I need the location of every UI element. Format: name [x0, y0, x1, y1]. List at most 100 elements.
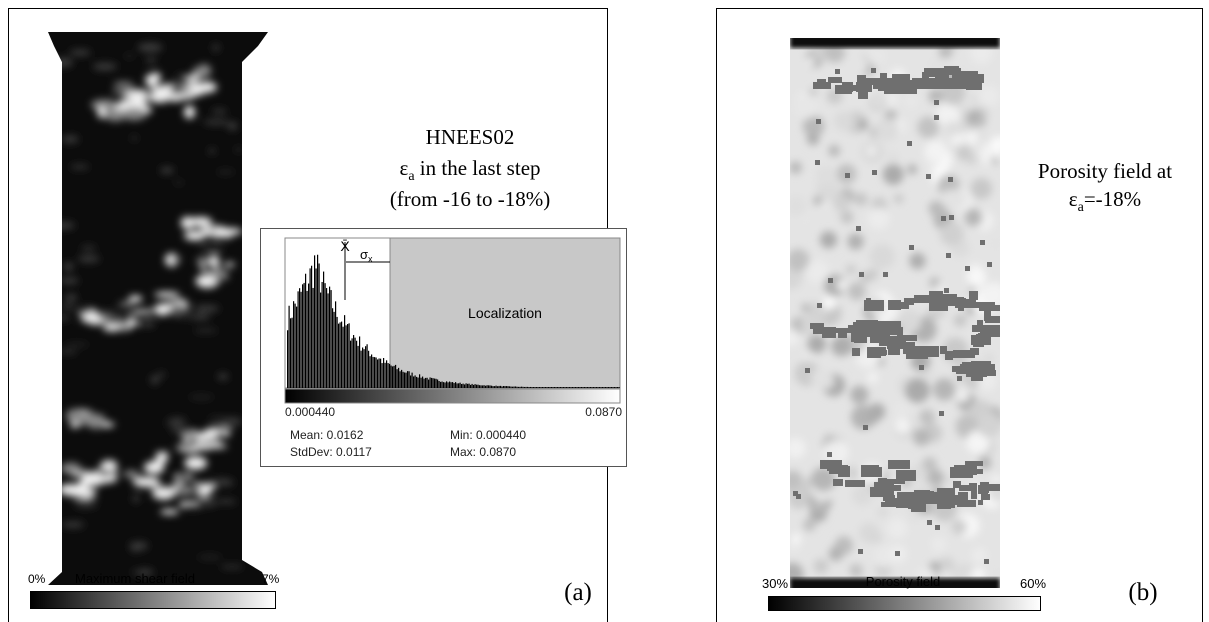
- texture: [863, 425, 868, 430]
- texture: [455, 382, 456, 388]
- texture: [410, 375, 411, 388]
- texture: [607, 387, 608, 388]
- colorbar-label: Maximum shear field: [75, 571, 195, 586]
- strain-symbol: ε: [1069, 187, 1078, 211]
- texture: [427, 378, 428, 388]
- texture: [334, 312, 335, 388]
- texture: [965, 266, 970, 271]
- texture: [305, 274, 306, 388]
- texture: [987, 262, 992, 267]
- texture: [101, 460, 118, 470]
- texture: [529, 387, 530, 388]
- texture: [616, 387, 617, 388]
- texture: [346, 325, 347, 388]
- texture: [460, 383, 461, 388]
- texture: [319, 263, 320, 388]
- texture: [476, 385, 477, 388]
- texture: [782, 329, 799, 346]
- texture: [581, 387, 582, 388]
- texture: [424, 379, 425, 388]
- texture: [154, 304, 171, 316]
- texture: [894, 194, 903, 203]
- texture: [888, 460, 910, 469]
- texture: [467, 384, 468, 388]
- texture: [362, 348, 363, 388]
- texture: [939, 411, 944, 416]
- sample-title: HNEES02: [426, 125, 515, 149]
- localization-label: Localization: [468, 305, 542, 321]
- texture: [368, 351, 369, 388]
- texture: [418, 378, 419, 388]
- texture: [966, 153, 977, 164]
- texture: [413, 376, 414, 388]
- stat-mean: Mean: 0.0162: [290, 428, 364, 442]
- texture: [326, 288, 327, 388]
- texture: [958, 492, 968, 501]
- texture: [800, 214, 811, 225]
- texture: [50, 222, 75, 229]
- texture: [914, 295, 936, 303]
- texture: [370, 356, 371, 388]
- texture: [984, 311, 991, 321]
- texture: [919, 409, 935, 425]
- texture: [984, 326, 1007, 337]
- texture: [562, 387, 563, 388]
- texture: [331, 290, 332, 388]
- texture: [313, 288, 314, 388]
- texture: [97, 315, 113, 320]
- texture: [406, 373, 407, 388]
- texture: [847, 233, 863, 249]
- texture: [482, 385, 483, 388]
- strain-symbol: ε: [399, 156, 408, 180]
- texture: [287, 330, 288, 388]
- texture: [485, 386, 486, 388]
- texture: [526, 387, 527, 388]
- texture: [77, 488, 88, 495]
- texture: [355, 338, 356, 388]
- texture: [451, 382, 452, 388]
- texture: [820, 231, 837, 248]
- texture: [317, 255, 318, 388]
- texture: [457, 383, 458, 388]
- texture: [515, 386, 516, 388]
- texture: [338, 324, 339, 388]
- texture: [201, 444, 227, 449]
- texture: [154, 292, 179, 298]
- texture: [81, 246, 96, 250]
- texture: [584, 387, 585, 388]
- texture: [989, 484, 1009, 491]
- texture: [553, 387, 554, 388]
- texture: [398, 368, 399, 388]
- texture: [954, 314, 967, 327]
- texture: [557, 387, 558, 388]
- texture: [614, 387, 615, 388]
- texture: [854, 335, 867, 343]
- texture: [934, 115, 939, 120]
- texture: [487, 385, 488, 388]
- texture: [837, 280, 846, 289]
- texture: [328, 293, 329, 388]
- texture: [184, 231, 206, 241]
- texture: [133, 494, 140, 503]
- texture: [859, 272, 864, 277]
- texture: [963, 564, 973, 574]
- texture: [924, 140, 946, 162]
- texture: [514, 386, 515, 388]
- texture: [308, 284, 309, 388]
- texture: [835, 69, 840, 74]
- texture: [575, 387, 576, 388]
- texture: [817, 303, 822, 308]
- texture: [569, 387, 570, 388]
- texture: [290, 318, 291, 388]
- texture: [931, 537, 946, 552]
- texture: [977, 320, 983, 325]
- texture: [981, 494, 990, 500]
- texture: [926, 174, 931, 179]
- texture: [138, 308, 151, 313]
- texture: [940, 557, 955, 572]
- texture: [111, 323, 126, 325]
- texture: [972, 325, 981, 332]
- texture: [61, 463, 81, 474]
- texture: [977, 413, 1002, 438]
- texture: [929, 348, 936, 357]
